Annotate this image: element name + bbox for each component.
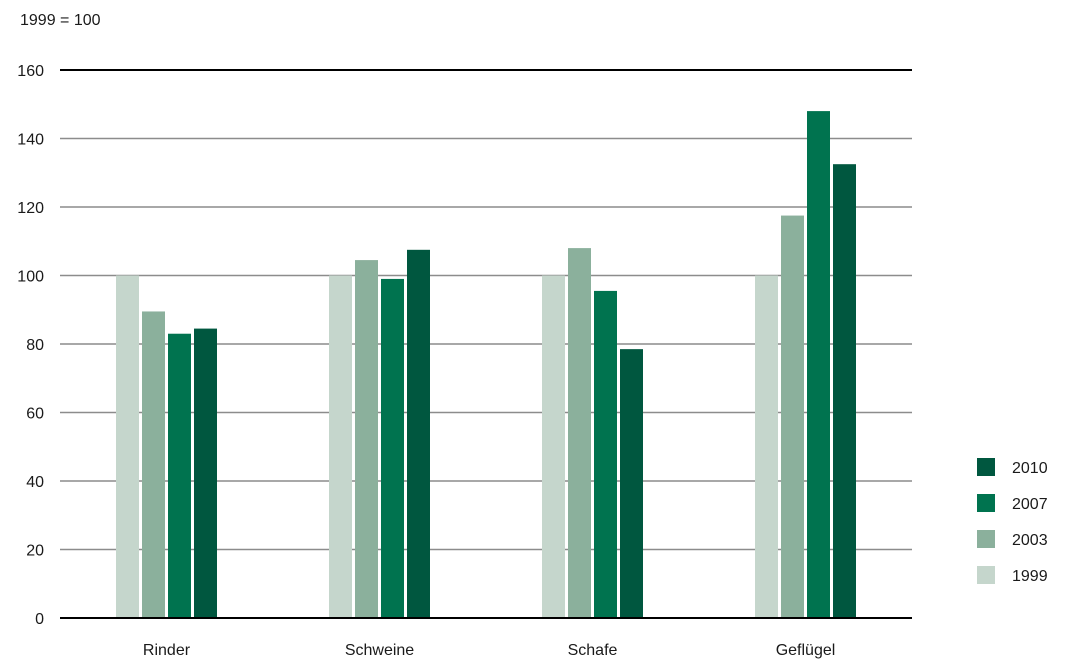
legend-label: 1999	[1012, 568, 1048, 585]
x-tick-label: Schweine	[345, 642, 414, 659]
bar-2010-schafe	[620, 349, 643, 618]
x-tick-label: Schafe	[568, 642, 618, 659]
bar-2010-geflügel	[833, 164, 856, 618]
y-tick-label: 120	[17, 200, 44, 217]
legend: 2010 2007 2003 1999	[977, 458, 1048, 585]
bar-1999-geflügel	[755, 275, 778, 618]
legend-item-2007: 2007	[977, 494, 1048, 513]
bar-2007-rinder	[168, 333, 191, 618]
bar-2010-rinder	[194, 328, 217, 618]
legend-item-2010: 2010	[977, 458, 1048, 477]
bars	[60, 111, 912, 619]
legend-swatch	[977, 494, 995, 512]
bar-2007-geflügel	[807, 111, 830, 618]
bar-1999-schweine	[329, 275, 352, 618]
legend-label: 2007	[1012, 496, 1048, 513]
x-tick-label: Geflügel	[776, 642, 836, 659]
y-tick-label: 0	[35, 611, 44, 628]
chart-subtitle: 1999 = 100	[20, 12, 101, 29]
y-tick-label: 20	[26, 543, 44, 560]
bar-1999-schafe	[542, 275, 565, 618]
y-tick-label: 60	[26, 406, 44, 423]
bar-2010-schweine	[407, 249, 430, 618]
bar-2003-rinder	[142, 311, 165, 618]
y-tick-label: 80	[26, 337, 44, 354]
legend-swatch	[977, 566, 995, 584]
bar-2003-schweine	[355, 260, 378, 618]
bar-2003-geflügel	[781, 215, 804, 618]
legend-label: 2003	[1012, 532, 1048, 549]
legend-item-1999: 1999	[977, 566, 1048, 585]
x-tick-label: Rinder	[143, 642, 191, 659]
x-axis-ticks: Rinder Schweine Schafe Geflügel	[143, 642, 835, 659]
bar-2007-schweine	[381, 278, 404, 618]
y-tick-label: 140	[17, 132, 44, 149]
y-tick-label: 40	[26, 474, 44, 491]
legend-swatch	[977, 530, 995, 548]
legend-label: 2010	[1012, 460, 1048, 477]
bar-2007-schafe	[594, 290, 617, 618]
bar-1999-rinder	[116, 275, 139, 618]
y-axis-ticks: 0 20 40 60 80 100 120 140 160	[17, 63, 44, 628]
legend-swatch	[977, 458, 995, 476]
bar-2003-schafe	[568, 248, 591, 618]
y-tick-label: 100	[17, 269, 44, 286]
y-tick-label: 160	[17, 63, 44, 80]
legend-item-2003: 2003	[977, 530, 1048, 549]
